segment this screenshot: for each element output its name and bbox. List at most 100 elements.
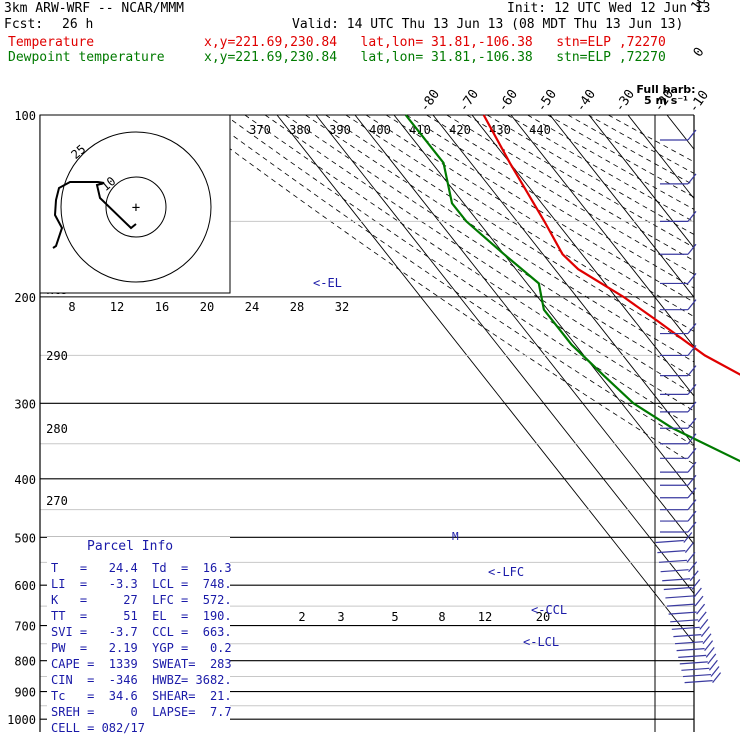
wind-barb-flag [688, 511, 696, 521]
wind-barb [662, 579, 690, 581]
wind-barb-flag [688, 462, 696, 472]
dry-adiabat-line [467, 115, 740, 732]
wind-barb [672, 627, 700, 629]
wind-barb-flag [688, 522, 696, 532]
theta-label: 380 [289, 123, 311, 137]
dry-adiabat-line [447, 115, 740, 732]
wind-barb-flag [688, 324, 696, 334]
wind-barb-flag [688, 300, 696, 310]
mixing-ratio-label: 12 [110, 300, 124, 314]
temperature-tick-label: -60 [495, 87, 521, 115]
wind-barb-flag [701, 627, 709, 637]
wind-barb-flag [708, 654, 716, 664]
wind-barb-flag [705, 641, 713, 651]
wind-barb [664, 587, 692, 589]
mixing-level-marker: M [452, 530, 459, 543]
pressure-tick-label: 800 [14, 655, 36, 669]
parcel-row: SVI = -3.7 CCL = 663. [51, 625, 232, 639]
pressure-tick-label: 600 [14, 579, 36, 593]
temperature-tick-label: 0 [691, 45, 708, 60]
mixing-ratio-label: 24 [245, 300, 259, 314]
parcel-row: T = 24.4 Td = 16.3 [51, 561, 232, 575]
wind-barb-flag [688, 448, 696, 458]
wind-barb-flag [698, 612, 706, 622]
isotherm-line [277, 115, 740, 732]
init-time: Init: 12 UTC Wed 12 Jun 13 [507, 2, 711, 16]
valid-time: Valid: 14 UTC Thu 13 Jun 13 (08 MDT Thu … [292, 18, 683, 32]
wind-barb [656, 541, 684, 543]
model-title: 3km ARW-WRF -- NCAR/MMM [4, 2, 184, 16]
dry-adiabat-line [184, 115, 740, 732]
theta-label: 280 [46, 422, 68, 436]
theta-label: 420 [449, 123, 471, 137]
wind-barb-flag [688, 211, 696, 221]
pressure-tick-label: 400 [14, 473, 36, 487]
level-annotation: <-LCL [523, 635, 559, 649]
theta-label: 440 [529, 123, 551, 137]
parcel-row: CELL = 082/17 [51, 721, 145, 735]
parcel-info-title: Parcel Info [87, 539, 173, 554]
isotherm-line [550, 115, 740, 732]
wind-barb-flag [697, 604, 705, 614]
pressure-tick-label: 900 [14, 686, 36, 700]
wind-barb-flag [706, 647, 714, 657]
wind-barb [685, 681, 713, 683]
pressure-tick-label: 1000 [7, 713, 36, 727]
theta-label: 370 [249, 123, 271, 137]
wind-barb [678, 655, 706, 657]
mixing-ratio-label: 32 [335, 300, 349, 314]
parcel-row: LI = -3.3 LCL = 748. [51, 577, 232, 591]
wind-barb-flag [688, 130, 696, 140]
dry-adiabat-line [265, 115, 740, 732]
parcel-row: SREH = 0 LAPSE= 7.7 [51, 705, 232, 719]
level-annotation: <-CCL [531, 603, 567, 617]
temperature-tick-label: -30 [612, 87, 638, 115]
wind-barb [681, 668, 709, 670]
mixing-ratio-label: 16 [155, 300, 169, 314]
pressure-tick-label: 100 [14, 109, 36, 123]
pressure-tick-label: 500 [14, 531, 36, 545]
dry-adiabat-line [608, 115, 740, 732]
pressure-tick-label: 200 [14, 291, 36, 305]
temperature-legend: Temperature [8, 36, 94, 50]
temperature-location: x,y=221.69,230.84 lat,lon= 31.81,-106.38… [204, 36, 666, 50]
dewpoint-location: x,y=221.69,230.84 lat,lon= 31.81,-106.38… [204, 51, 666, 65]
mixing-ratio-label: 12 [478, 610, 492, 624]
wind-barb-flag [703, 634, 711, 644]
mixing-ratio-label: 3 [337, 610, 344, 624]
theta-label: 290 [46, 349, 68, 363]
dry-adiabat-line [427, 115, 740, 732]
mixing-ratio-label: 8 [438, 610, 445, 624]
wind-barb [683, 675, 711, 677]
wind-barb-flag [688, 174, 696, 184]
mixing-ratio-label: 5 [391, 610, 398, 624]
hodograph-center-mark: + [132, 200, 140, 216]
forecast-hour: 26 h [62, 18, 93, 32]
wind-barb-flag [693, 588, 701, 598]
theta-label: 270 [46, 494, 68, 508]
wind-barb-flag [689, 562, 697, 572]
parcel-row: K = 27 LFC = 572. [51, 593, 232, 607]
parcel-info-panel: Parcel Info T = 24.4 Td = 16.3 LI = -3.3… [47, 537, 230, 727]
isotherm-line [628, 115, 740, 732]
wind-barb-flag [713, 673, 721, 683]
barb-legend: Full barb: 5 m s⁻¹ [636, 84, 696, 106]
parcel-row: TT = 51 EL = 190. [51, 609, 232, 623]
wind-barb-flag [688, 366, 696, 376]
isotherm-line [667, 115, 740, 732]
pressure-tick-label: 300 [14, 397, 36, 411]
parcel-row: CIN = -346 HWBZ= 3682. [51, 673, 232, 687]
theta-label: 400 [369, 123, 391, 137]
dewpoint-legend: Dewpoint temperature [8, 51, 165, 65]
wind-barb-flag [695, 596, 703, 606]
level-annotation: <-LFC [488, 565, 524, 579]
wind-barb-flag [709, 660, 717, 670]
mixing-ratio-label: 28 [290, 300, 304, 314]
wind-barb-flag [700, 619, 708, 629]
wind-barb [657, 551, 685, 553]
wind-barb [661, 570, 689, 572]
wind-barb [665, 596, 693, 598]
wind-barb-flag [688, 500, 696, 510]
wind-barb-flag [688, 475, 696, 485]
parcel-row: Tc = 34.6 SHEAR= 21. [51, 689, 232, 703]
